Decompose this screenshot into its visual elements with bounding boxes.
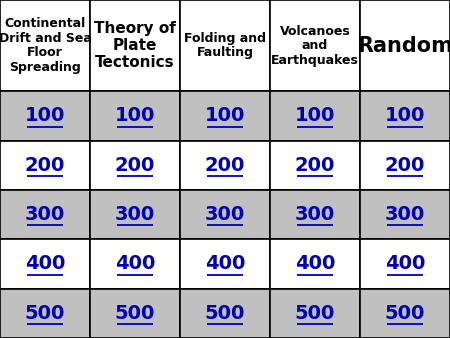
Text: 400: 400: [385, 255, 425, 273]
Bar: [180, 239, 270, 289]
Bar: [270, 190, 360, 239]
Bar: [180, 141, 270, 190]
Bar: [180, 289, 270, 338]
Text: 500: 500: [385, 304, 425, 323]
Text: 300: 300: [385, 205, 425, 224]
Text: 100: 100: [25, 106, 65, 125]
Bar: [360, 289, 450, 338]
Bar: [270, 0, 360, 91]
Text: 500: 500: [295, 304, 335, 323]
Bar: [0, 289, 90, 338]
Text: 500: 500: [205, 304, 245, 323]
Bar: [0, 0, 90, 91]
Bar: [270, 141, 360, 190]
Text: 200: 200: [385, 156, 425, 175]
Bar: [180, 91, 270, 141]
Text: 200: 200: [295, 156, 335, 175]
Text: 200: 200: [25, 156, 65, 175]
Bar: [0, 91, 90, 141]
Bar: [180, 0, 270, 91]
Bar: [0, 190, 90, 239]
Bar: [90, 289, 180, 338]
Bar: [360, 239, 450, 289]
Bar: [180, 190, 270, 239]
Bar: [90, 0, 180, 91]
Text: 300: 300: [25, 205, 65, 224]
Bar: [360, 91, 450, 141]
Bar: [0, 239, 90, 289]
Bar: [90, 239, 180, 289]
Bar: [270, 239, 360, 289]
Text: 300: 300: [205, 205, 245, 224]
Text: Continental
Drift and Sea
Floor
Spreading: Continental Drift and Sea Floor Spreadin…: [0, 17, 91, 74]
Bar: [360, 0, 450, 91]
Text: 100: 100: [295, 106, 335, 125]
Bar: [270, 289, 360, 338]
Text: 300: 300: [115, 205, 155, 224]
Bar: [90, 190, 180, 239]
Text: 400: 400: [205, 255, 245, 273]
Text: 400: 400: [115, 255, 155, 273]
Text: 400: 400: [295, 255, 335, 273]
Bar: [90, 141, 180, 190]
Text: Folding and
Faulting: Folding and Faulting: [184, 32, 266, 59]
Text: Random: Random: [357, 35, 450, 56]
Bar: [360, 141, 450, 190]
Bar: [90, 91, 180, 141]
Text: 100: 100: [205, 106, 245, 125]
Bar: [0, 141, 90, 190]
Text: Volcanoes
and
Earthquakes: Volcanoes and Earthquakes: [271, 25, 359, 67]
Text: 200: 200: [205, 156, 245, 175]
Text: Theory of
Plate
Tectonics: Theory of Plate Tectonics: [94, 21, 176, 70]
Bar: [360, 190, 450, 239]
Text: 200: 200: [115, 156, 155, 175]
Text: 500: 500: [115, 304, 155, 323]
Text: 500: 500: [25, 304, 65, 323]
Text: 300: 300: [295, 205, 335, 224]
Text: 400: 400: [25, 255, 65, 273]
Bar: [270, 91, 360, 141]
Text: 100: 100: [385, 106, 425, 125]
Text: 100: 100: [115, 106, 155, 125]
